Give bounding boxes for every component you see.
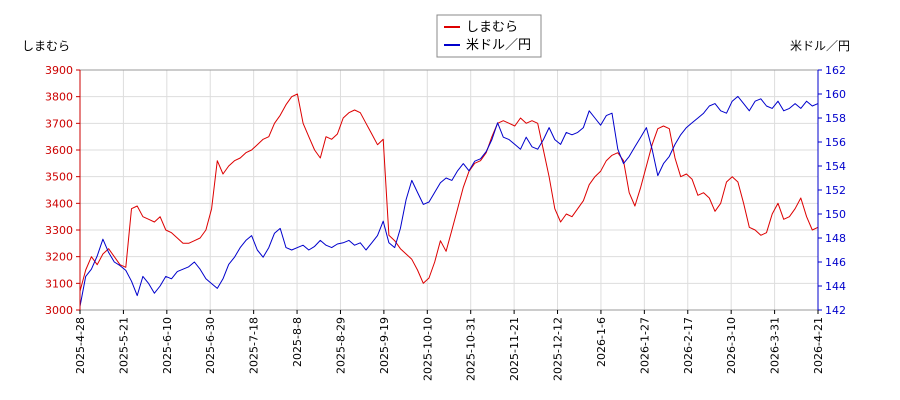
right-tick-label: 160 — [825, 88, 846, 101]
right-axis-title: 米ドル／円 — [790, 39, 850, 53]
legend-label-shimamura: しまむら — [466, 20, 518, 35]
x-tick-label: 2025-8-29 — [334, 317, 347, 374]
right-tick-label: 150 — [825, 208, 846, 221]
x-tick-label: 2025-7-18 — [248, 317, 261, 374]
grid — [79, 69, 819, 311]
x-tick-label: 2025-10-10 — [421, 317, 434, 381]
left-tick-label: 3600 — [45, 144, 73, 157]
x-tick-label: 2025-8-8 — [291, 317, 304, 367]
x-tick-label: 2025-9-19 — [378, 317, 391, 374]
x-tick-label: 2025-10-31 — [465, 317, 478, 381]
right-tick-label: 156 — [825, 136, 846, 149]
series-group — [79, 93, 819, 307]
x-tick-label: 2025-5-21 — [117, 317, 130, 374]
x-tick-label: 2025-6-10 — [161, 317, 174, 374]
x-axis: 2025-4-28 2025-5-21 2025-6-10 2025-6-30 2025… — [74, 310, 825, 381]
left-tick-label: 3000 — [45, 304, 73, 317]
right-tick-label: 158 — [825, 112, 846, 125]
x-tick-label: 2026-1-6 — [595, 317, 608, 367]
left-tick-label: 3500 — [45, 171, 73, 184]
left-axis-title: しまむら — [22, 39, 70, 53]
right-axis: 142 144 146 148 150 152 154 156 158 160 162 — [817, 64, 846, 317]
left-tick-label: 3300 — [45, 224, 73, 237]
left-tick-label: 3200 — [45, 251, 73, 264]
x-tick-label: 2026-4-21 — [812, 317, 825, 374]
x-tick-label: 2025-6-30 — [204, 317, 217, 374]
x-tick-label: 2025-11-21 — [508, 317, 521, 381]
x-tick-label: 2025-4-28 — [74, 317, 87, 374]
plot-area — [80, 70, 818, 310]
right-tick-label: 152 — [825, 184, 846, 197]
right-tick-label: 162 — [825, 64, 846, 77]
left-axis: 3000 3100 3200 3300 3400 3500 3600 3700 3800 3900 — [45, 64, 81, 317]
right-tick-label: 146 — [825, 256, 846, 269]
left-tick-label: 3800 — [45, 91, 73, 104]
series-line-shimamura — [79, 93, 819, 292]
legend-label-usdjpy: 米ドル／円 — [466, 38, 531, 53]
series-line-usdjpy — [79, 95, 819, 307]
left-tick-label: 3100 — [45, 277, 73, 290]
left-tick-label: 3700 — [45, 117, 73, 130]
right-tick-label: 142 — [825, 304, 846, 317]
legend: しまむら 米ドル／円 — [436, 14, 542, 58]
x-tick-label: 2025-12-12 — [552, 317, 565, 381]
x-tick-label: 2026-3-10 — [725, 317, 738, 374]
x-tick-label: 2026-1-27 — [638, 317, 651, 374]
right-tick-label: 144 — [825, 280, 846, 293]
x-tick-label: 2026-2-17 — [682, 317, 695, 374]
right-tick-label: 148 — [825, 232, 846, 245]
x-tick-label: 2026-3-31 — [769, 317, 782, 374]
right-tick-label: 154 — [825, 160, 846, 173]
left-tick-label: 3400 — [45, 197, 73, 210]
left-tick-label: 3900 — [45, 64, 73, 77]
legend-box — [436, 14, 542, 58]
